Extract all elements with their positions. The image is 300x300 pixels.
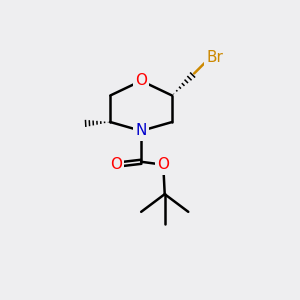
Text: Br: Br [206, 50, 223, 65]
Text: O: O [135, 73, 147, 88]
Text: N: N [136, 123, 147, 138]
Text: O: O [110, 157, 122, 172]
Text: O: O [157, 157, 169, 172]
